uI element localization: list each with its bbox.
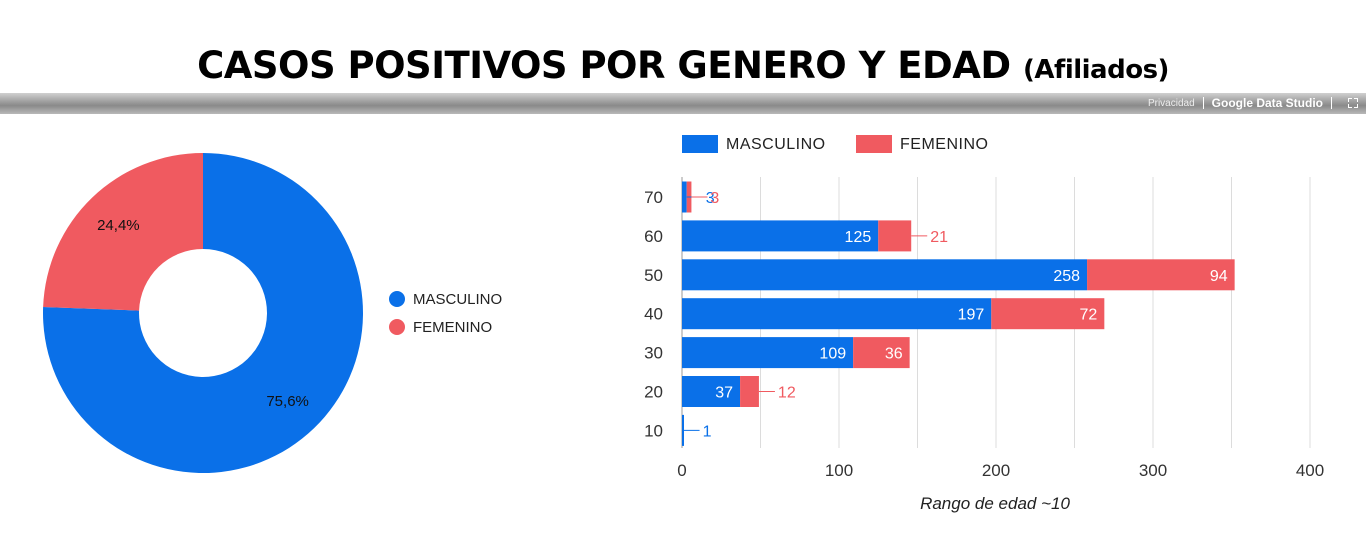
y-tick-label: 30 bbox=[644, 344, 663, 363]
bar-value-label: 1 bbox=[703, 423, 712, 440]
bar-value-label: 3 bbox=[710, 190, 719, 207]
bar-value-label: 258 bbox=[1053, 268, 1080, 285]
bar-masculino-10[interactable] bbox=[682, 414, 684, 446]
bar-masculino-20[interactable] bbox=[682, 376, 741, 407]
value-axis: 0 100 200 300 400 bbox=[677, 461, 1324, 480]
footer-divider bbox=[1202, 97, 1204, 109]
bar-value-label: 197 bbox=[958, 307, 985, 324]
legend-swatch-masculino bbox=[682, 135, 718, 153]
x-tick-label: 400 bbox=[1296, 461, 1324, 480]
bar-value-label: 72 bbox=[1080, 307, 1098, 324]
x-tick-label: 300 bbox=[1139, 461, 1167, 480]
legend-label-masculino[interactable]: MASCULINO bbox=[726, 136, 826, 153]
dashboard-title: CASOS POSITIVOS POR GENERO Y EDAD (Afili… bbox=[0, 44, 1366, 87]
bar-masculino-50[interactable] bbox=[682, 259, 1088, 291]
bar-masculino-30[interactable] bbox=[682, 337, 854, 369]
x-tick-label: 200 bbox=[982, 461, 1010, 480]
category-axis: 70 60 50 40 30 20 10 bbox=[644, 188, 663, 440]
legend-marker-femenino bbox=[389, 319, 405, 335]
bar-masculino-70[interactable] bbox=[682, 181, 687, 213]
bar-value-label: 12 bbox=[778, 385, 796, 402]
bar-masculino-40[interactable] bbox=[682, 298, 992, 330]
y-tick-label: 20 bbox=[644, 383, 663, 402]
bar-femenino-60[interactable] bbox=[878, 220, 912, 252]
donut-slice-femenino[interactable] bbox=[43, 153, 204, 311]
bar-value-label: 36 bbox=[885, 346, 903, 363]
bar-masculino-60[interactable] bbox=[682, 220, 879, 252]
donut-chart: 75,6% 24,4% MASCULINO FEMENINO bbox=[43, 153, 502, 473]
donut-slice-label: 24,4% bbox=[97, 217, 140, 234]
x-tick-label: 0 bbox=[677, 461, 686, 480]
bar-data-labels: 33 125 21 258 94 197 72 109 36 37 12 1 bbox=[683, 190, 1228, 440]
bar-value-label: 94 bbox=[1210, 268, 1228, 285]
legend-label-femenino[interactable]: FEMENINO bbox=[900, 136, 988, 153]
bar-legend: MASCULINO FEMENINO bbox=[682, 135, 988, 153]
donut-legend: MASCULINO FEMENINO bbox=[389, 291, 502, 336]
header-bar bbox=[0, 93, 1366, 114]
y-tick-label: 40 bbox=[644, 305, 663, 324]
bar-femenino-20[interactable] bbox=[740, 376, 759, 407]
bar-value-label: 21 bbox=[930, 229, 948, 246]
bar-femenino-30[interactable] bbox=[853, 337, 910, 369]
footer-divider bbox=[1331, 97, 1332, 109]
y-tick-label: 60 bbox=[644, 227, 663, 246]
title-main: CASOS POSITIVOS POR GENERO Y EDAD bbox=[197, 44, 1011, 87]
fullscreen-icon[interactable] bbox=[1348, 98, 1358, 108]
bar-femenino-40[interactable] bbox=[991, 298, 1105, 330]
donut-slices bbox=[43, 153, 363, 473]
title-sub: (Afiliados) bbox=[1023, 55, 1169, 85]
privacy-link[interactable]: Privacidad bbox=[1147, 97, 1195, 109]
bar-value-label: 125 bbox=[845, 229, 872, 246]
donut-slice-label: 75,6% bbox=[266, 393, 309, 410]
y-tick-label: 10 bbox=[644, 421, 663, 440]
bar-femenino-50[interactable] bbox=[1087, 259, 1235, 291]
legend-label-femenino[interactable]: FEMENINO bbox=[413, 319, 492, 336]
y-tick-label: 50 bbox=[644, 266, 663, 285]
data-studio-link[interactable]: Google Data Studio bbox=[1211, 96, 1323, 110]
bar-value-label: 109 bbox=[819, 346, 846, 363]
bar-value-label: 37 bbox=[715, 385, 733, 402]
bar-series bbox=[682, 181, 1235, 446]
x-tick-label: 100 bbox=[825, 461, 853, 480]
legend-marker-masculino bbox=[389, 291, 405, 307]
y-tick-label: 70 bbox=[644, 188, 663, 207]
legend-label-masculino[interactable]: MASCULINO bbox=[413, 291, 502, 308]
donut-labels: 75,6% 24,4% bbox=[97, 217, 309, 410]
bar-value-label: 3 bbox=[706, 190, 715, 207]
legend-swatch-femenino bbox=[856, 135, 892, 153]
report-footer: Privacidad Google Data Studio bbox=[1148, 96, 1358, 110]
donut-slice-masculino[interactable] bbox=[43, 153, 363, 473]
x-axis-label: Rango de edad ~10 bbox=[920, 494, 1070, 513]
